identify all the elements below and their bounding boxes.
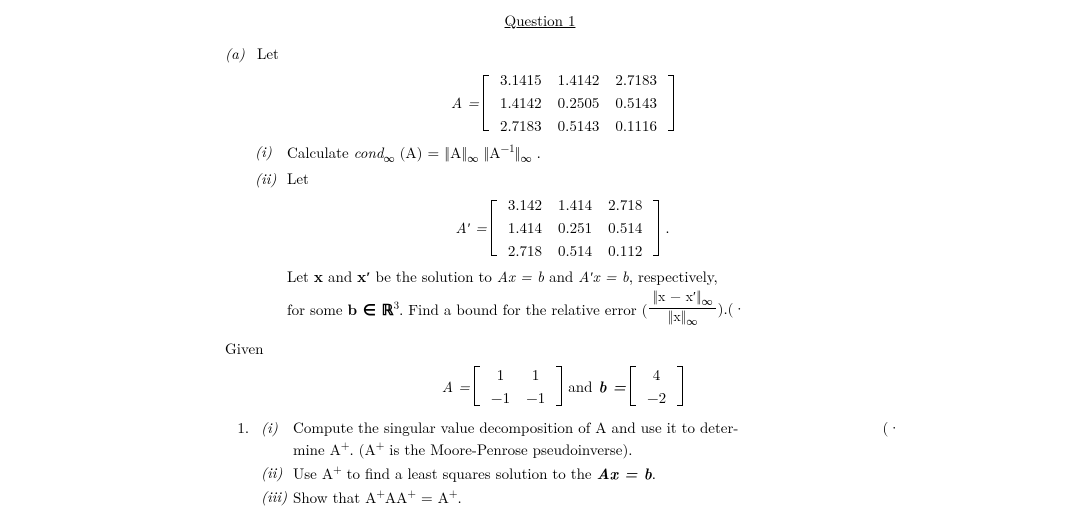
bracket-left	[474, 366, 480, 406]
bracket-left	[491, 200, 497, 256]
matrix-ap-block: A′ = 3.1421.4142.718 1.4140.2510.514 2.7…	[225, 193, 900, 262]
matrix-a-lhs: A =	[451, 92, 479, 113]
matrix2-b: 4 −2	[630, 363, 683, 409]
matrix2-lhs-b: b =	[598, 376, 625, 397]
table-row: 4	[639, 363, 674, 386]
item-1-ii-text: Use A+ to find a least squares solution …	[293, 462, 656, 484]
table-row: −2	[639, 386, 674, 409]
part-a-ii-header: (ii) Let	[225, 168, 900, 189]
matrix2-b-table: 4 −2	[639, 363, 674, 409]
bracket-right	[556, 366, 562, 406]
sub-ii-label: (ii)	[255, 168, 287, 189]
let-word-2: Let	[287, 168, 309, 189]
table-row: 1.41420.25050.5143	[492, 91, 665, 114]
item-1-i: 1. (i) Compute the singular value decomp…	[225, 417, 900, 460]
sub-i2-label: (i)	[261, 417, 293, 438]
matrix2-a: 11 −1−1	[474, 363, 562, 409]
matrix-dot: .	[665, 217, 669, 238]
table-row: 2.7180.5140.112	[500, 239, 651, 262]
part-a-ii-line1: Let x and x′ be the solution to Ax = b a…	[287, 266, 900, 287]
and-word: and	[568, 376, 592, 397]
relative-error-fraction: ‖x − x′‖∞ ‖x‖∞	[649, 289, 715, 328]
page: Question 1 (a) Let A = 3.14151.41422.718…	[0, 0, 1080, 508]
table-row: 1.4140.2510.514	[500, 216, 651, 239]
sub-iii-label: (iii)	[261, 486, 293, 507]
matrix-a-block: A = 3.14151.41422.7183 1.41420.25050.514…	[225, 68, 900, 137]
num-1-label: 1.	[225, 417, 261, 438]
bracket-right	[653, 200, 659, 256]
matrix-ap: 3.1421.4142.718 1.4140.2510.514 2.7180.5…	[491, 193, 660, 262]
matrix-ap-lhs: A′ =	[456, 217, 487, 238]
table-row: 3.1421.4142.718	[500, 193, 651, 216]
bracket-right	[677, 366, 683, 406]
let-word: Let	[257, 43, 279, 64]
bracket-left	[630, 366, 636, 406]
content-block: (a) Let A = 3.14151.41422.7183 1.41420.2…	[225, 43, 900, 508]
matrix-a-table: 3.14151.41422.7183 1.41420.25050.5143 2.…	[492, 68, 665, 137]
item-1-iii: (iii) Show that A+AA+ = A+.	[225, 486, 900, 508]
matrix2-block: A = 11 −1−1 and b = 4 −2	[225, 363, 900, 409]
part-a-label: (a)	[225, 43, 257, 64]
item-1-iii-text: Show that A+AA+ = A+.	[293, 486, 462, 508]
table-row: 3.14151.41422.7183	[492, 68, 665, 91]
table-row: −1−1	[483, 386, 553, 409]
sub-ii2-label: (ii)	[261, 462, 293, 483]
matrix2-a-table: 11 −1−1	[483, 363, 553, 409]
part-a-i: (i) Calculate cond∞ (A) = ‖A‖∞ ‖A−1‖∞ .	[225, 141, 900, 166]
matrix2-lhs-a: A =	[442, 376, 470, 397]
sub-i-label: (i)	[255, 141, 287, 162]
cond-text: Calculate cond∞ (A) = ‖A‖∞ ‖A−1‖∞ .	[287, 141, 541, 166]
item-1-i-text: Compute the singular value decomposition…	[293, 417, 862, 460]
question-title: Question 1	[0, 10, 1080, 31]
table-row: 11	[483, 363, 553, 386]
matrix-a: 3.14151.41422.7183 1.41420.25050.5143 2.…	[483, 68, 674, 137]
mark-annotation: (·	[882, 417, 900, 438]
bracket-right	[668, 75, 674, 131]
part-a-ii-line2: for some b ∈ ℝ3. Find a bound for the re…	[287, 289, 900, 328]
bracket-left	[483, 75, 489, 131]
item-1-ii: (ii) Use A+ to find a least squares solu…	[225, 462, 900, 484]
given-label: Given	[225, 338, 900, 359]
part-a-header: (a) Let	[225, 43, 900, 64]
matrix-ap-table: 3.1421.4142.718 1.4140.2510.514 2.7180.5…	[500, 193, 651, 262]
table-row: 2.71830.51430.1116	[492, 114, 665, 137]
